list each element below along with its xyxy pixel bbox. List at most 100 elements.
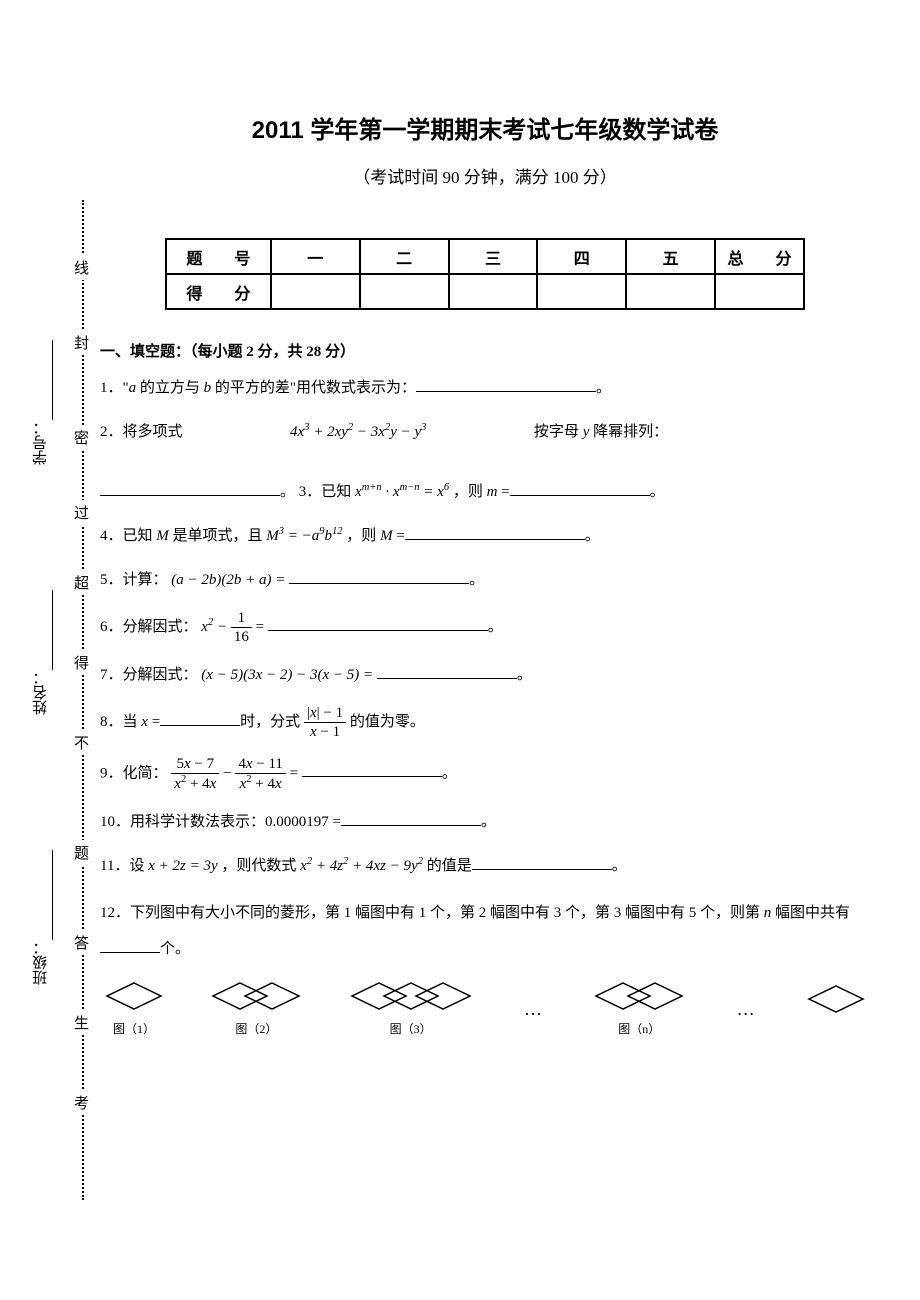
strip-char: 线 <box>74 255 89 280</box>
figure-n-end <box>807 984 865 1035</box>
page-content: 2011 学年第一学期期末考试七年级数学试卷 （考试时间 90 分钟，满分 10… <box>100 110 870 1037</box>
q-text: 。 <box>585 528 600 544</box>
q-text: 。 <box>596 380 611 396</box>
math-var: m <box>487 484 498 500</box>
figure-1: 图（1） <box>105 981 163 1037</box>
math-expr: (x − 5)(3x − 2) − 3(x − 5) = <box>201 667 373 683</box>
score-cell[interactable] <box>537 274 626 309</box>
q-num: 3． <box>299 484 322 500</box>
answer-blank[interactable] <box>416 377 596 392</box>
rhombus-icon <box>807 984 865 1014</box>
q-text: = <box>393 528 405 544</box>
strip-char: 超 <box>74 570 89 595</box>
q-num: 12． <box>100 905 130 921</box>
q-text: 。 <box>517 667 532 683</box>
rhombus-pair-icon <box>211 998 301 1015</box>
q-text: ，则 <box>453 484 487 500</box>
fraction: |x| − 1x − 1 <box>304 704 346 741</box>
strip-char: 密 <box>74 425 89 450</box>
q-text: 用科学计数法表示： <box>130 814 265 830</box>
q-text: 已知 <box>321 484 355 500</box>
answer-blank[interactable] <box>405 525 585 540</box>
q-num: 5． <box>100 572 123 588</box>
answer-blank[interactable] <box>472 855 612 870</box>
question-12: 12．下列图中有大小不同的菱形，第 1 幅图中有 1 个，第 2 幅图中有 3 … <box>100 895 870 967</box>
question-7: 7．分解因式： (x − 5)(3x − 2) − 3(x − 5) = 。 <box>100 660 870 690</box>
question-2: 2．将多项式 4x3 + 2xy2 − 3x2y − y3 按字母 y 降幂排列… <box>100 417 870 507</box>
fraction: 116 <box>231 609 252 646</box>
rhombus-pair-icon <box>594 998 684 1015</box>
answer-blank[interactable] <box>510 481 650 496</box>
fraction: 5x − 7x2 + 4x <box>171 755 219 793</box>
answer-blank[interactable] <box>100 938 160 953</box>
figure-label: 图（n） <box>594 1020 684 1037</box>
q-text: 化简： <box>123 765 168 781</box>
q-text: 。 <box>612 858 627 874</box>
q-num: 8． <box>100 714 123 730</box>
score-row-label: 得 分 <box>166 274 271 309</box>
q-text: 。 <box>442 765 457 781</box>
answer-blank[interactable] <box>341 811 481 826</box>
math-var: M <box>380 528 393 544</box>
figure-label: 图（2） <box>211 1020 301 1037</box>
score-col: 五 <box>626 239 715 274</box>
math-var: M <box>156 528 169 544</box>
strip-char: 生 <box>74 1010 89 1035</box>
score-cell[interactable] <box>271 274 360 309</box>
score-col: 总 分 <box>715 239 804 274</box>
score-col: 三 <box>449 239 538 274</box>
strip-char: 考 <box>74 1090 89 1115</box>
q-text: 。 <box>469 572 484 588</box>
q-text: ，则 <box>346 528 380 544</box>
q-text: 分解因式： <box>123 619 198 635</box>
strip-underline <box>52 590 53 670</box>
q-text: 幅图中共有 <box>771 905 850 921</box>
strip-label-name: 姓名： <box>30 670 51 715</box>
score-table: 题 号 一 二 三 四 五 总 分 得 分 <box>165 238 805 310</box>
q-text: 下列图中有大小不同的菱形，第 1 幅图中有 1 个，第 2 幅图中有 3 个，第… <box>130 905 764 921</box>
q-text: 是单项式，且 <box>169 528 267 544</box>
q-text: 按字母 <box>534 424 583 440</box>
q-num: 2． <box>100 424 123 440</box>
q-text: 当 <box>123 714 142 730</box>
q-text: ，则代数式 <box>221 858 300 874</box>
score-cell[interactable] <box>626 274 715 309</box>
math-expr: x + 2z = 3y <box>148 858 217 874</box>
score-cell[interactable] <box>360 274 449 309</box>
rhombus-icon <box>105 981 163 1011</box>
figure-n-mid: 图（n） <box>594 981 684 1037</box>
q-text: 的立方与 <box>136 380 204 396</box>
strip-label-student-id: 学号： <box>30 420 51 465</box>
exam-title: 2011 学年第一学期期末考试七年级数学试卷 <box>100 110 870 145</box>
q-num: 1． <box>100 380 123 396</box>
strip-char: 封 <box>74 330 89 355</box>
answer-blank[interactable] <box>302 762 442 777</box>
math-expr: (a − 2b)(2b + a) = <box>171 572 285 588</box>
q-num: 9． <box>100 765 123 781</box>
ellipsis: … <box>520 999 546 1020</box>
answer-blank[interactable] <box>268 616 488 631</box>
exam-subtitle: （考试时间 90 分钟，满分 100 分） <box>100 163 870 188</box>
rhombus-figures: 图（1） 图（2） 图（3） … <box>100 981 870 1037</box>
answer-blank[interactable] <box>100 481 280 496</box>
figure-3: 图（3） <box>350 981 472 1037</box>
math-expr: x2 + 4z2 + 4xz − 9y2 <box>300 858 423 874</box>
score-cell[interactable] <box>715 274 804 309</box>
strip-char: 得 <box>74 650 89 675</box>
strip-underline <box>52 340 53 420</box>
score-cell[interactable] <box>449 274 538 309</box>
answer-blank[interactable] <box>289 569 469 584</box>
figure-label: 图（3） <box>350 1020 472 1037</box>
q-text: 的值为零。 <box>350 714 425 730</box>
q-text: 个。 <box>160 941 190 957</box>
q-num: 4． <box>100 528 123 544</box>
q-text: 。 <box>481 814 496 830</box>
ellipsis: … <box>733 999 759 1020</box>
answer-blank[interactable] <box>377 664 517 679</box>
q-text: 将多项式 <box>123 424 183 440</box>
q-text: = <box>148 714 160 730</box>
score-col: 四 <box>537 239 626 274</box>
answer-blank[interactable] <box>160 711 240 726</box>
math-expr: x2 − <box>201 619 231 635</box>
strip-label-class: 班级： <box>30 940 51 985</box>
